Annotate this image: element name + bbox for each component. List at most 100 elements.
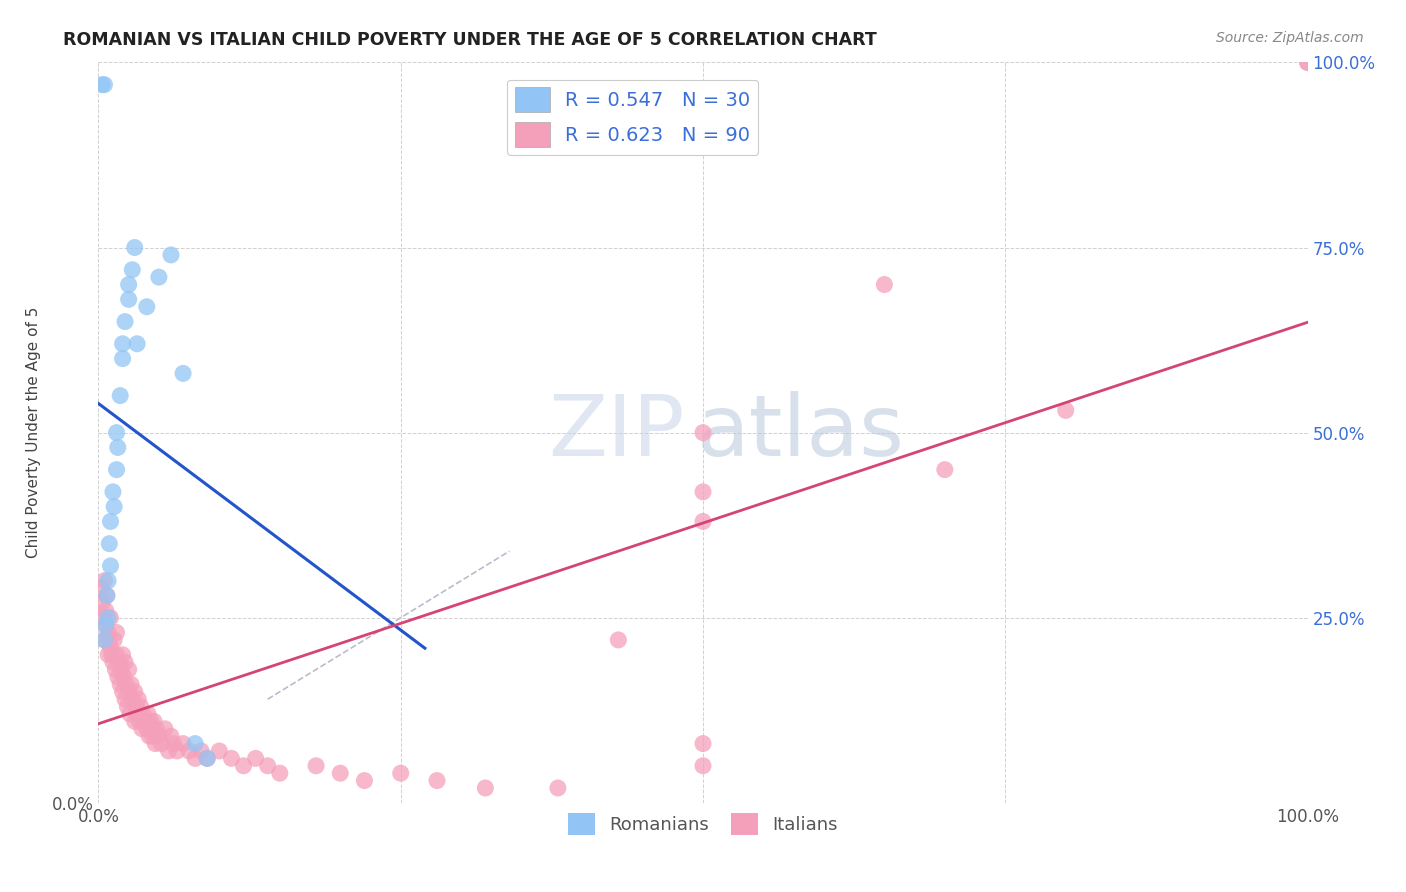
Point bbox=[120, 677, 142, 691]
Point bbox=[98, 536, 121, 550]
Point bbox=[135, 300, 157, 314]
Point bbox=[1054, 403, 1077, 417]
Point bbox=[305, 758, 328, 772]
Point bbox=[117, 699, 139, 714]
Point bbox=[107, 441, 129, 455]
Point bbox=[91, 78, 114, 92]
Point bbox=[105, 625, 128, 640]
Point bbox=[195, 751, 218, 765]
Point bbox=[105, 462, 128, 476]
Point bbox=[1296, 55, 1319, 70]
Point bbox=[692, 425, 714, 440]
Point bbox=[105, 648, 128, 662]
Point bbox=[127, 692, 149, 706]
Point bbox=[162, 737, 184, 751]
Point bbox=[148, 729, 170, 743]
Point bbox=[96, 589, 118, 603]
Point bbox=[104, 663, 127, 677]
Point bbox=[91, 610, 114, 624]
Point bbox=[150, 737, 173, 751]
Point bbox=[110, 663, 132, 677]
Point bbox=[118, 663, 141, 677]
Point bbox=[105, 425, 128, 440]
Point bbox=[93, 632, 115, 647]
Point bbox=[91, 596, 114, 610]
Point bbox=[157, 744, 180, 758]
Point bbox=[142, 729, 165, 743]
Point bbox=[96, 589, 118, 603]
Point bbox=[111, 336, 134, 351]
Point bbox=[118, 706, 141, 721]
Y-axis label: Child Poverty Under the Age of 5: Child Poverty Under the Age of 5 bbox=[25, 307, 41, 558]
Point bbox=[127, 336, 149, 351]
Point bbox=[90, 581, 112, 595]
Point bbox=[132, 706, 155, 721]
Point bbox=[195, 751, 218, 765]
Point bbox=[134, 714, 156, 729]
Point bbox=[118, 685, 141, 699]
Point bbox=[692, 737, 714, 751]
Point bbox=[108, 388, 131, 402]
Point bbox=[873, 277, 896, 292]
Point bbox=[160, 248, 183, 262]
Point bbox=[124, 240, 146, 255]
Point bbox=[143, 714, 166, 729]
Point bbox=[692, 515, 714, 529]
Point bbox=[172, 737, 194, 751]
Point bbox=[112, 670, 135, 684]
Point bbox=[136, 706, 159, 721]
Point bbox=[607, 632, 630, 647]
Point bbox=[97, 625, 120, 640]
Point bbox=[101, 655, 124, 669]
Point bbox=[353, 773, 375, 788]
Point bbox=[148, 270, 170, 285]
Point bbox=[129, 699, 152, 714]
Point bbox=[100, 640, 122, 655]
Point bbox=[426, 773, 449, 788]
Point bbox=[139, 714, 162, 729]
Point bbox=[145, 722, 167, 736]
Point bbox=[103, 500, 125, 514]
Point bbox=[934, 462, 956, 476]
Point bbox=[114, 655, 136, 669]
Point bbox=[93, 632, 115, 647]
Point bbox=[111, 351, 134, 366]
Point bbox=[329, 766, 352, 780]
Point bbox=[245, 751, 267, 765]
Text: ZIP: ZIP bbox=[548, 391, 685, 475]
Point bbox=[111, 648, 134, 662]
Point bbox=[100, 558, 122, 573]
Point bbox=[93, 78, 115, 92]
Point bbox=[153, 722, 176, 736]
Point bbox=[125, 699, 148, 714]
Point bbox=[131, 722, 153, 736]
Point bbox=[141, 722, 163, 736]
Point bbox=[101, 484, 124, 499]
Point bbox=[107, 670, 129, 684]
Point bbox=[97, 648, 120, 662]
Point bbox=[269, 766, 291, 780]
Point bbox=[97, 574, 120, 588]
Point bbox=[232, 758, 254, 772]
Legend: Romanians, Italians: Romanians, Italians bbox=[561, 805, 845, 842]
Point bbox=[160, 729, 183, 743]
Point bbox=[100, 515, 122, 529]
Point bbox=[143, 737, 166, 751]
Point bbox=[97, 610, 120, 624]
Point bbox=[135, 722, 157, 736]
Point bbox=[118, 277, 141, 292]
Point bbox=[1296, 55, 1319, 70]
Point bbox=[692, 758, 714, 772]
Point bbox=[115, 677, 138, 691]
Point bbox=[114, 314, 136, 328]
Point bbox=[692, 484, 714, 499]
Text: ROMANIAN VS ITALIAN CHILD POVERTY UNDER THE AGE OF 5 CORRELATION CHART: ROMANIAN VS ITALIAN CHILD POVERTY UNDER … bbox=[63, 31, 877, 49]
Point bbox=[474, 780, 496, 795]
Point bbox=[108, 655, 131, 669]
Point bbox=[184, 751, 207, 765]
Point bbox=[172, 367, 194, 381]
Text: atlas: atlas bbox=[697, 391, 905, 475]
Point bbox=[389, 766, 412, 780]
Point bbox=[118, 293, 141, 307]
Point bbox=[124, 685, 146, 699]
